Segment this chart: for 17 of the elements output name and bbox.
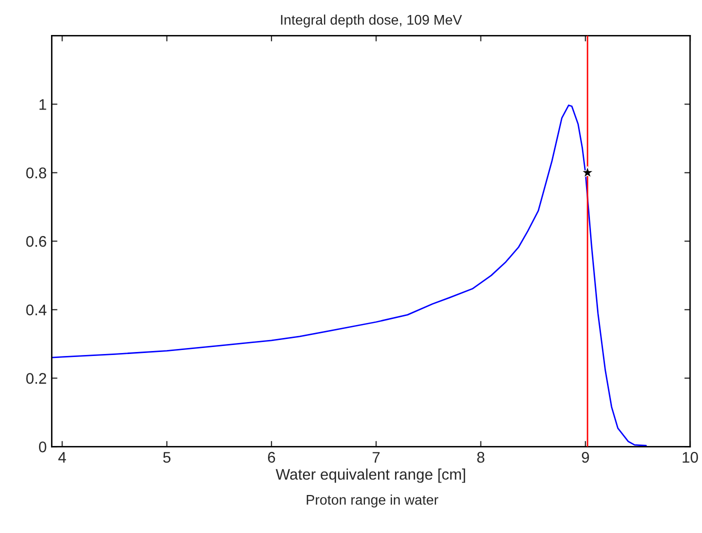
y-tick-label: 0.4 xyxy=(26,304,46,316)
chart-title: Integral depth dose, 109 MeV xyxy=(281,14,462,28)
y-tick-label: 0.6 xyxy=(26,236,46,247)
x-tick-label: 8 xyxy=(477,452,484,463)
y-tick-label: 0 xyxy=(38,442,46,452)
x-tick-label: 6 xyxy=(268,452,276,463)
y-tick-label: 0.2 xyxy=(26,373,46,384)
text: Proton range in water xyxy=(306,494,438,508)
line-series xyxy=(52,104,647,446)
y-tick-label: 1 xyxy=(40,99,46,110)
x-axis-title: Water equivalent range [cm] xyxy=(276,468,466,483)
y-tick-label: 0.8 xyxy=(26,168,46,178)
x-tick-label: 5 xyxy=(163,452,170,463)
x-tick-label: 4 xyxy=(58,452,66,463)
x-tick-label: 9 xyxy=(582,452,589,463)
x-tick-label: 10 xyxy=(682,452,698,463)
x-tick-label: 7 xyxy=(372,452,380,463)
